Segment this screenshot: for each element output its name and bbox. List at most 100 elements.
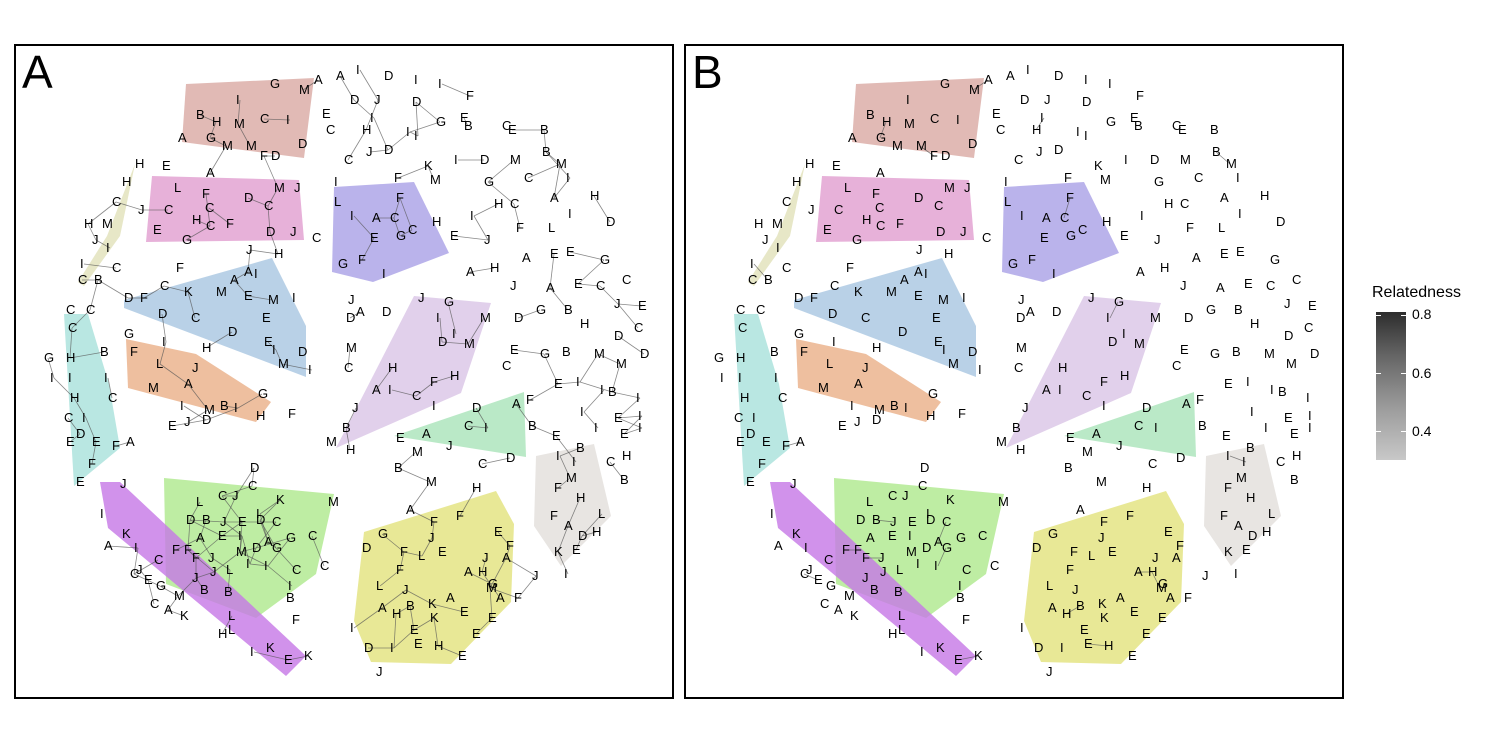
node-label: L xyxy=(1218,220,1225,235)
relatedness-edge xyxy=(489,587,519,599)
relatedness-edge xyxy=(459,487,477,517)
node-label: G xyxy=(488,576,498,591)
node-label: K xyxy=(792,526,801,541)
relatedness-edge xyxy=(1087,643,1109,647)
node-label: D xyxy=(1108,334,1117,349)
node-label: F xyxy=(782,438,790,453)
relatedness-edge xyxy=(189,519,223,537)
node-label: D xyxy=(362,540,371,555)
node-label: D xyxy=(1184,310,1193,325)
node-label: E xyxy=(262,310,271,325)
relatedness-edge xyxy=(381,533,405,553)
node-label: B xyxy=(1290,472,1299,487)
node-label: D xyxy=(856,512,865,527)
relatedness-edge xyxy=(617,397,641,419)
node-label: B xyxy=(1234,302,1243,317)
relatedness-edge xyxy=(95,239,111,249)
panel-label-b: B xyxy=(692,46,723,98)
node-label: F xyxy=(810,290,818,305)
node-label: A xyxy=(774,538,783,553)
node-label: F xyxy=(396,562,404,577)
relatedness-edge xyxy=(267,541,277,549)
relatedness-edge xyxy=(489,557,507,589)
relatedness-edge xyxy=(557,477,571,489)
relatedness-edge xyxy=(415,101,441,123)
node-label: M xyxy=(1236,470,1247,485)
node-label: J xyxy=(418,290,425,305)
relatedness-edge xyxy=(549,253,555,289)
relatedness-edge xyxy=(1063,197,1071,219)
node-label: D xyxy=(922,540,931,555)
relatedness-edge xyxy=(69,433,81,443)
node-label: B xyxy=(764,272,773,287)
node-label: I xyxy=(942,342,946,357)
node-label: J xyxy=(1036,144,1043,159)
relatedness-edge xyxy=(345,427,351,451)
node-label: M xyxy=(148,380,159,395)
relatedness-edge xyxy=(205,331,233,349)
node-label: H xyxy=(1260,188,1269,203)
relatedness-edge xyxy=(205,193,211,227)
relatedness-edge xyxy=(233,271,249,281)
node-label: D xyxy=(914,190,923,205)
node-label: C xyxy=(1060,210,1069,225)
node-label: E xyxy=(832,158,841,173)
node-label: I xyxy=(1076,124,1080,139)
relatedness-edge xyxy=(557,381,581,385)
node-label: G xyxy=(600,252,610,267)
relatedness-edge xyxy=(467,317,485,345)
node-label: C xyxy=(308,528,317,543)
relatedness-edge xyxy=(567,497,581,527)
cluster-hull-olive xyxy=(78,164,135,286)
node-label: I xyxy=(580,404,584,419)
node-label: K xyxy=(854,284,863,299)
node-label: D xyxy=(1176,450,1185,465)
relatedness-edge xyxy=(163,285,189,293)
node-label: H xyxy=(70,390,79,405)
node-label: F xyxy=(358,252,366,267)
node-label: K xyxy=(1224,544,1233,559)
node-label: B xyxy=(866,107,875,122)
node-label: G xyxy=(1154,174,1164,189)
node-label: I xyxy=(390,640,394,655)
node-label: I xyxy=(566,170,570,185)
node-label: I xyxy=(1250,404,1254,419)
node-label: C xyxy=(502,118,511,133)
node-label: E xyxy=(814,572,823,587)
node-label: E xyxy=(414,636,423,651)
relatedness-edge xyxy=(583,389,605,413)
node-label: J xyxy=(428,530,435,545)
node-label: I xyxy=(1084,128,1088,143)
node-label: J xyxy=(916,242,923,257)
node-label: M xyxy=(904,116,915,131)
node-label: E xyxy=(244,288,253,303)
node-label: B xyxy=(528,418,537,433)
node-label: G xyxy=(1008,256,1018,271)
node-label: M xyxy=(772,216,783,231)
relatedness-edge xyxy=(957,655,979,661)
relatedness-edge xyxy=(263,155,279,189)
node-label: D xyxy=(266,224,275,239)
relatedness-edge xyxy=(1065,605,1081,615)
node-label: K xyxy=(180,608,189,623)
node-label: L xyxy=(334,194,341,209)
node-label: A xyxy=(866,530,875,545)
node-label: E xyxy=(1128,648,1137,663)
node-label: C xyxy=(1276,454,1285,469)
node-label: C xyxy=(1134,418,1143,433)
relatedness-edge xyxy=(187,519,191,551)
relatedness-edge xyxy=(239,551,269,567)
node-label: I xyxy=(1102,398,1106,413)
node-label: H xyxy=(1148,564,1157,579)
node-label: B xyxy=(202,512,211,527)
node-label: I xyxy=(1308,408,1312,423)
relatedness-edge xyxy=(475,407,489,429)
relatedness-edge xyxy=(475,617,493,635)
node-label: D xyxy=(1142,400,1151,415)
legend-tick-mark-high xyxy=(1376,315,1381,316)
node-label: E xyxy=(284,652,293,667)
node-label: D xyxy=(1054,68,1063,83)
relatedness-edge xyxy=(617,417,643,429)
node-label: I xyxy=(272,342,276,357)
